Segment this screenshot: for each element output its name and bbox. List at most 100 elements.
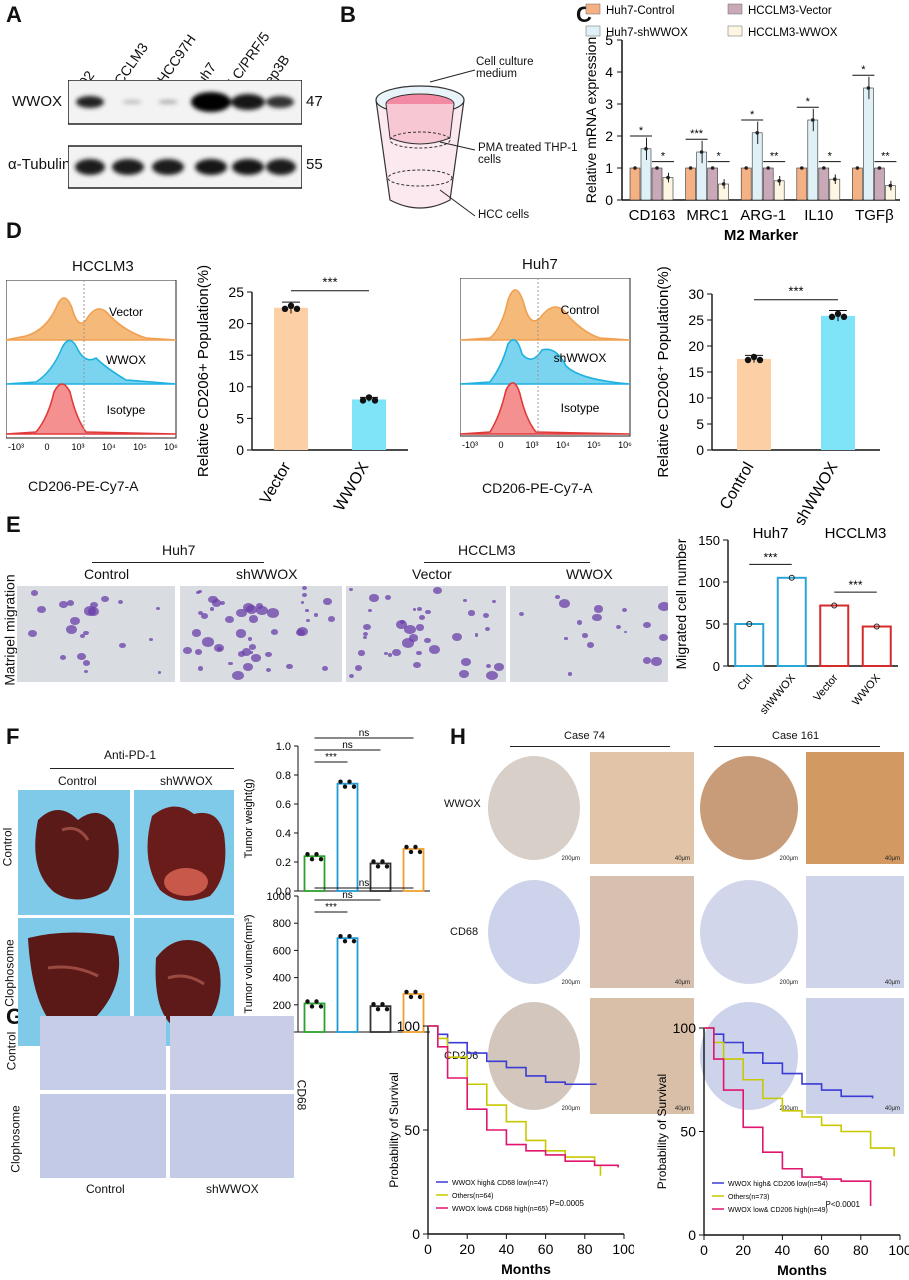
tissue-core [700, 756, 798, 860]
data-point [342, 938, 348, 944]
migrated-cell [209, 607, 215, 611]
bar [861, 625, 892, 667]
migrated-cell [404, 624, 416, 634]
tissue-zoom-image: 40μm [806, 998, 904, 1114]
bar [852, 167, 863, 201]
migrated-cell [235, 629, 247, 638]
data-point [688, 166, 693, 170]
migrated-cell [567, 671, 573, 676]
migrated-cell [621, 607, 627, 612]
bar [874, 167, 885, 201]
data-point [840, 313, 848, 321]
data-point [404, 844, 409, 850]
panel-label-h: H [450, 724, 466, 749]
sig-mark: * [716, 151, 721, 163]
migrated-cell [658, 633, 668, 642]
x-tick-label: shWWOX [758, 672, 799, 717]
liver-col-shwwox: shWWOX [160, 774, 213, 788]
data-point [828, 313, 836, 321]
x-tick-label: 40 [499, 1241, 515, 1257]
scale-bar-label: 200μm [779, 856, 798, 862]
migrated-cell [117, 599, 123, 604]
migrated-cell [219, 600, 225, 606]
data-point [873, 623, 880, 630]
migrated-cell [383, 652, 388, 656]
x-tick-label: 10³ [525, 440, 538, 448]
migrated-cell [202, 637, 214, 647]
data-point [417, 849, 423, 855]
y-tick-label: 150 [698, 533, 720, 548]
migrated-cell [483, 613, 490, 618]
migrated-cell [306, 618, 311, 623]
migrated-cell [232, 671, 244, 681]
flow-histogram-huh7: Control shWWOX Isotype -10³ 0 10³ 10⁴ 10⁵ 10⁶ [460, 278, 632, 448]
bar [734, 623, 765, 667]
data-point [347, 933, 352, 939]
sig-mark: *** [788, 284, 803, 299]
g-row-clophosome: Clophosome [8, 1105, 23, 1173]
g-col-shwwox: shWWOX [206, 1182, 259, 1196]
histogram [460, 382, 631, 435]
bar [696, 151, 707, 201]
sig-mark: *** [325, 902, 337, 913]
migrated-cell [267, 608, 280, 618]
data-point [417, 994, 423, 1000]
y-tick-label: 4 [605, 64, 613, 80]
tissue-core-image: 200μm [484, 998, 584, 1114]
sig-mark: ns [359, 878, 370, 889]
migrated-cell [468, 610, 475, 616]
data-point [413, 989, 418, 995]
liver-photo [134, 918, 234, 1046]
x-tick-label: -10³ [8, 442, 24, 450]
x-tick-label: 60 [814, 1242, 830, 1258]
migrated-cell [485, 627, 491, 632]
x-tick-label: WWOX [331, 459, 373, 510]
y-tick-label: 30 [688, 286, 704, 302]
leader-lines [429, 69, 476, 217]
migrated-cell [486, 664, 492, 669]
row-label: Control [561, 303, 600, 317]
data-point [834, 310, 842, 318]
label-hcc-cells: HCC cells [478, 209, 530, 221]
histogram [460, 338, 631, 385]
y-tick-label: 1.0 [276, 741, 291, 753]
migrated-cell [101, 596, 109, 603]
migrated-cell [362, 632, 369, 637]
legend-label: HCCLM3-WWOX [748, 27, 838, 39]
y-axis-label: Relative mRNA expression [583, 37, 599, 204]
bar [807, 119, 819, 201]
migrated-cell [236, 608, 248, 618]
bar [651, 167, 663, 201]
legend-swatch [727, 25, 743, 37]
legend-label: WWOX low& CD206 high(n=49) [728, 1207, 828, 1214]
migrated-cell [368, 608, 373, 613]
sig-mark: ** [881, 151, 890, 163]
y-tick-label: 1 [605, 160, 613, 176]
x-axis-label: Months [777, 1262, 827, 1278]
migrated-cell [581, 633, 588, 638]
data-point [384, 864, 390, 869]
x-tick-label: 10⁶ [164, 442, 178, 450]
group-label: Huh7 [753, 525, 789, 542]
legend-label: Others(n=64) [452, 1193, 493, 1200]
migrated-cell [197, 666, 204, 671]
migrated-cell [79, 634, 85, 639]
y-tick-label: 0.4 [276, 828, 291, 840]
tissue-core [700, 880, 798, 984]
migrated-cell [424, 609, 432, 615]
y-tick-label: 50 [706, 617, 720, 632]
data-point [699, 150, 704, 154]
bar [303, 1002, 326, 1033]
data-point [318, 857, 324, 862]
scale-bar-label: 200μm [779, 980, 798, 986]
bar [402, 993, 425, 1033]
migrated-cell [148, 637, 153, 641]
label-thp1: PMA treated THP-1 cells [478, 142, 578, 166]
migrated-cell [408, 633, 419, 642]
migrated-cell [225, 615, 235, 623]
migrated-cell [194, 648, 203, 655]
migrated-cell [395, 620, 407, 630]
data-point [351, 938, 357, 944]
migrated-cell [423, 638, 431, 644]
liver-col-control: Control [58, 774, 97, 788]
